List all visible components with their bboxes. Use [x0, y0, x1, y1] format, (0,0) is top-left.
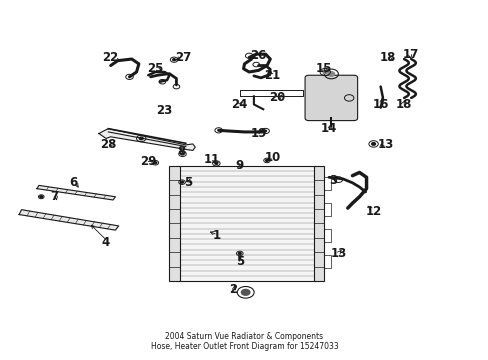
- Text: 27: 27: [175, 51, 191, 64]
- Bar: [169, 166, 180, 281]
- Text: 23: 23: [156, 104, 172, 117]
- Text: 24: 24: [231, 98, 247, 111]
- Text: 5: 5: [235, 255, 244, 268]
- Text: 4: 4: [102, 235, 110, 249]
- Text: 6: 6: [69, 176, 77, 189]
- Circle shape: [139, 137, 143, 140]
- Bar: [176, 166, 314, 281]
- Circle shape: [371, 143, 375, 145]
- Circle shape: [181, 153, 183, 155]
- Text: 1: 1: [212, 229, 220, 242]
- Text: 26: 26: [250, 49, 266, 62]
- Text: 22: 22: [102, 51, 119, 64]
- Circle shape: [172, 59, 175, 60]
- Circle shape: [215, 162, 217, 164]
- FancyBboxPatch shape: [305, 75, 357, 121]
- Text: 28: 28: [100, 138, 116, 152]
- Text: 18: 18: [395, 98, 411, 111]
- Text: 5: 5: [183, 176, 192, 189]
- Bar: [323, 229, 330, 242]
- Circle shape: [180, 181, 183, 183]
- Bar: [323, 177, 330, 190]
- Text: 13: 13: [329, 247, 346, 260]
- Text: 16: 16: [372, 98, 388, 111]
- Text: 29: 29: [140, 154, 156, 168]
- Polygon shape: [19, 210, 119, 230]
- Text: 2004 Saturn Vue Radiator & Components
Hose, Heater Outlet Front Diagram for 1524: 2004 Saturn Vue Radiator & Components Ho…: [150, 332, 338, 351]
- Text: 2: 2: [228, 283, 236, 296]
- Text: 8: 8: [177, 145, 185, 158]
- Circle shape: [40, 196, 42, 198]
- Bar: [323, 255, 330, 268]
- Text: 9: 9: [235, 159, 244, 172]
- Polygon shape: [37, 185, 115, 200]
- Text: 19: 19: [250, 127, 266, 140]
- Text: 20: 20: [269, 91, 285, 104]
- Text: 13: 13: [376, 138, 393, 152]
- Bar: [313, 166, 323, 281]
- Text: 14: 14: [320, 122, 337, 135]
- Circle shape: [238, 252, 241, 255]
- Text: 25: 25: [147, 62, 163, 75]
- Circle shape: [322, 71, 327, 74]
- Circle shape: [265, 159, 268, 161]
- Text: 18: 18: [379, 51, 395, 64]
- Text: 17: 17: [402, 48, 418, 61]
- Text: 11: 11: [203, 153, 219, 166]
- Text: 10: 10: [264, 151, 280, 165]
- Bar: [323, 203, 330, 216]
- Text: 7: 7: [50, 190, 59, 203]
- Circle shape: [327, 72, 334, 76]
- Text: 15: 15: [315, 62, 332, 75]
- Circle shape: [241, 289, 249, 295]
- Text: 12: 12: [365, 205, 381, 218]
- Text: 3: 3: [329, 174, 337, 187]
- Circle shape: [154, 162, 156, 164]
- Text: 21: 21: [264, 69, 280, 82]
- Polygon shape: [99, 129, 195, 150]
